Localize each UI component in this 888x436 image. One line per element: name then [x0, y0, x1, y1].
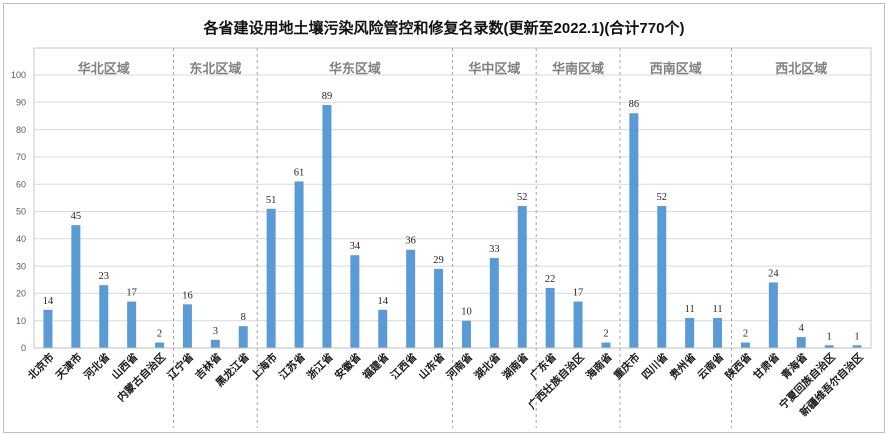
data-label: 1	[854, 331, 859, 342]
y-tick-label: 50	[16, 207, 26, 217]
bar	[294, 181, 304, 348]
y-tick-label: 10	[16, 316, 26, 326]
bar	[824, 345, 834, 348]
bar	[378, 309, 388, 348]
bar	[489, 257, 499, 348]
data-label: 34	[350, 241, 361, 252]
data-label: 61	[294, 167, 305, 178]
region-label: 华东区域	[329, 61, 381, 76]
data-label: 52	[517, 192, 528, 203]
bar	[768, 282, 778, 348]
region-label: 西北区域	[775, 61, 827, 76]
bar	[43, 309, 53, 348]
bar	[350, 255, 360, 348]
region-labels: 华北区域 东北区域 华东区域 华中区域 华南区域 西南区域 西北区域	[78, 61, 828, 76]
data-label: 11	[712, 304, 722, 315]
y-tick-label: 30	[16, 261, 26, 271]
bar	[740, 342, 750, 348]
data-label: 4	[799, 323, 805, 334]
bar	[71, 225, 81, 348]
bar	[210, 339, 220, 348]
data-label: 24	[768, 268, 779, 279]
data-label: 86	[629, 99, 640, 110]
bar	[685, 317, 695, 348]
data-label: 8	[241, 312, 246, 323]
bar	[713, 317, 723, 348]
bar	[99, 285, 109, 348]
data-labels: 1445231721638516189341436291033522217286…	[43, 91, 860, 342]
y-tick-label: 20	[16, 289, 26, 299]
y-tick-label: 90	[16, 97, 26, 107]
region-label: 华北区域	[78, 61, 130, 76]
y-tick-label: 80	[16, 125, 26, 135]
chart-frame	[3, 3, 885, 433]
data-label: 3	[213, 326, 218, 337]
data-label: 17	[126, 288, 137, 299]
data-label: 10	[461, 307, 472, 318]
bar	[266, 208, 276, 348]
data-label: 89	[322, 91, 333, 102]
data-label: 14	[378, 296, 389, 307]
bar	[517, 206, 527, 348]
bar	[657, 206, 667, 348]
bar	[182, 304, 192, 348]
bar	[629, 113, 639, 348]
bar	[573, 301, 583, 348]
bar	[852, 345, 862, 348]
data-label: 2	[743, 329, 748, 340]
chart-title: 各省建设用地土壤污染风险管控和修复名录数(更新至2022.1)(合计770个)	[203, 19, 685, 37]
region-label: 西南区域	[650, 61, 702, 76]
data-label: 23	[99, 271, 110, 282]
bar	[601, 342, 611, 348]
data-label: 36	[405, 236, 416, 247]
y-tick-label: 70	[16, 152, 26, 162]
data-label: 2	[157, 329, 162, 340]
bar	[434, 268, 444, 348]
bar	[127, 301, 137, 348]
region-label: 华南区域	[552, 61, 604, 76]
bar	[155, 342, 165, 348]
data-label: 29	[433, 255, 444, 266]
region-label: 华中区域	[468, 61, 520, 76]
data-label: 22	[545, 274, 556, 285]
data-label: 1	[827, 331, 832, 342]
data-label: 17	[573, 288, 584, 299]
bar	[322, 105, 332, 348]
bar	[406, 249, 416, 348]
region-label: 东北区域	[189, 61, 241, 76]
bars	[43, 105, 862, 348]
data-label: 33	[489, 244, 500, 255]
data-label: 45	[71, 211, 82, 222]
y-tick-label: 60	[16, 179, 26, 189]
data-label: 14	[43, 296, 54, 307]
data-label: 52	[657, 192, 668, 203]
bar	[796, 337, 806, 348]
data-label: 51	[266, 195, 277, 206]
y-tick-label: 0	[21, 343, 26, 353]
y-axis-ticks: 0 10 20 30 40 50 60 70 80 90 100	[11, 70, 26, 353]
bar	[545, 287, 555, 348]
y-tick-label: 40	[16, 234, 26, 244]
data-label: 2	[603, 329, 608, 340]
bar	[238, 326, 248, 348]
data-label: 16	[182, 290, 193, 301]
data-label: 11	[685, 304, 695, 315]
y-tick-label: 100	[11, 70, 26, 80]
bar	[461, 320, 471, 348]
